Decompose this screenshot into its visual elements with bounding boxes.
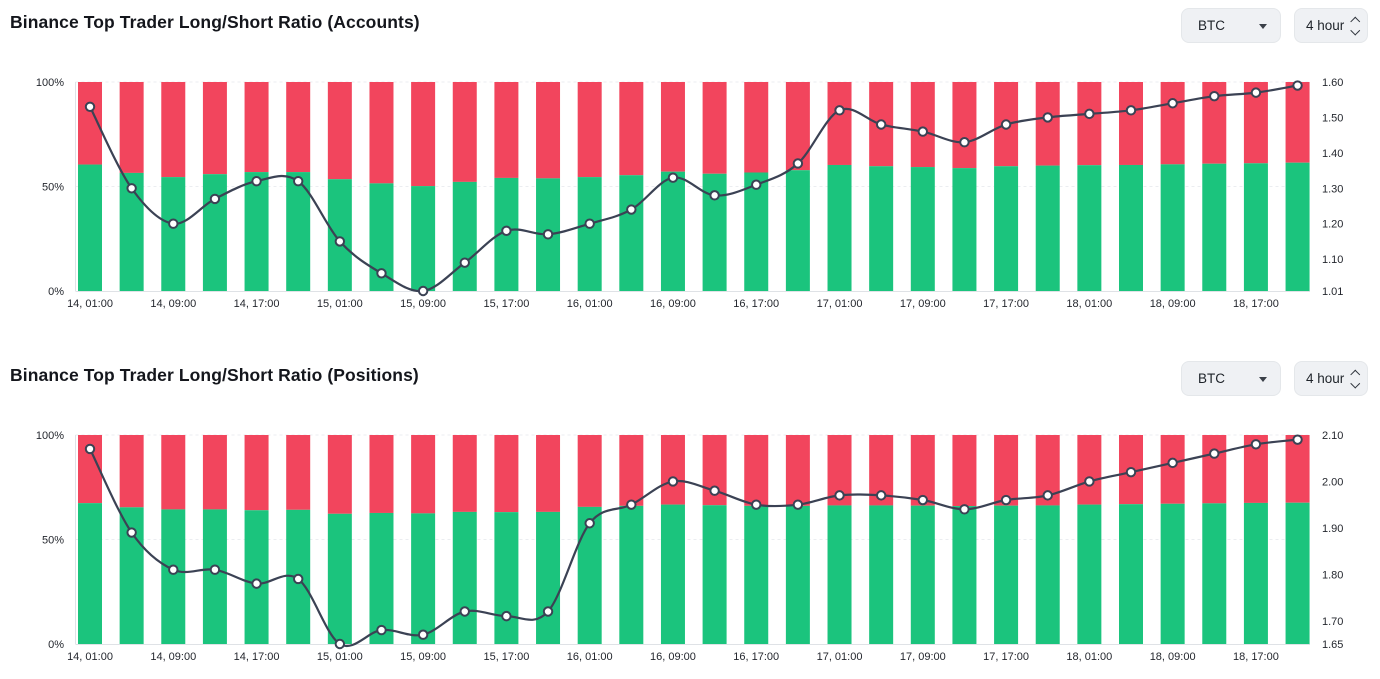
svg-text:17, 09:00: 17, 09:00 [900, 298, 946, 310]
svg-text:1.90: 1.90 [1322, 523, 1343, 535]
svg-text:1.65: 1.65 [1322, 639, 1343, 651]
svg-text:16, 09:00: 16, 09:00 [650, 651, 696, 663]
interval-dropdown-value: 4 hour [1306, 371, 1345, 386]
accounts-chart-title: Binance Top Trader Long/Short Ratio (Acc… [10, 12, 420, 32]
svg-text:18, 17:00: 18, 17:00 [1233, 651, 1279, 663]
svg-text:0%: 0% [48, 286, 64, 298]
svg-text:14, 01:00: 14, 01:00 [67, 651, 113, 663]
up-down-chevron-icon [1350, 369, 1360, 388]
svg-text:14, 09:00: 14, 09:00 [150, 298, 196, 310]
svg-text:1.40: 1.40 [1322, 148, 1343, 160]
svg-text:50%: 50% [42, 535, 64, 547]
svg-text:50%: 50% [42, 182, 64, 194]
svg-text:16, 01:00: 16, 01:00 [567, 651, 613, 663]
svg-text:15, 17:00: 15, 17:00 [483, 651, 529, 663]
svg-text:16, 17:00: 16, 17:00 [733, 651, 779, 663]
svg-text:1.50: 1.50 [1322, 112, 1343, 124]
svg-text:14, 09:00: 14, 09:00 [150, 651, 196, 663]
interval-dropdown-value: 4 hour [1306, 18, 1345, 33]
svg-text:1.01: 1.01 [1322, 286, 1343, 298]
svg-text:14, 17:00: 14, 17:00 [234, 651, 280, 663]
svg-text:2.10: 2.10 [1322, 430, 1343, 442]
chevron-down-icon [1350, 378, 1360, 388]
svg-text:1.30: 1.30 [1322, 183, 1343, 195]
chevron-up-icon [1350, 16, 1360, 26]
svg-text:17, 17:00: 17, 17:00 [983, 298, 1029, 310]
positions-section: Binance Top Trader Long/Short Ratio (Pos… [0, 353, 1380, 679]
svg-text:17, 17:00: 17, 17:00 [983, 651, 1029, 663]
accounts-chart-canvas[interactable]: 100% 50% 0% 1.60 1.50 1.40 1.30 1.20 1.10 1.01 14,… [0, 60, 1380, 318]
svg-text:1.60: 1.60 [1322, 77, 1343, 89]
svg-text:15, 01:00: 15, 01:00 [317, 651, 363, 663]
chevron-up-icon [1350, 369, 1360, 379]
accounts-header: Binance Top Trader Long/Short Ratio (Acc… [0, 8, 1380, 50]
svg-text:16, 17:00: 16, 17:00 [733, 298, 779, 310]
svg-text:18, 01:00: 18, 01:00 [1066, 298, 1112, 310]
chevron-down-icon [1350, 25, 1360, 35]
svg-text:1.70: 1.70 [1322, 616, 1343, 628]
symbol-dropdown[interactable]: BTC [1181, 361, 1281, 396]
svg-text:1.10: 1.10 [1322, 254, 1343, 266]
svg-text:1.20: 1.20 [1322, 219, 1343, 231]
svg-text:100%: 100% [36, 77, 64, 89]
svg-text:14, 01:00: 14, 01:00 [67, 298, 113, 310]
svg-text:16, 09:00: 16, 09:00 [650, 298, 696, 310]
svg-text:15, 09:00: 15, 09:00 [400, 651, 446, 663]
svg-text:16, 01:00: 16, 01:00 [567, 298, 613, 310]
positions-chart-canvas[interactable]: 100% 50% 0% 2.10 2.00 1.90 1.80 1.70 1.65 14, 01:… [0, 413, 1380, 671]
svg-text:17, 01:00: 17, 01:00 [817, 298, 863, 310]
svg-text:15, 09:00: 15, 09:00 [400, 298, 446, 310]
accounts-controls: BTC 4 hour [1181, 8, 1368, 43]
caret-down-icon [1259, 23, 1267, 29]
svg-text:18, 09:00: 18, 09:00 [1150, 651, 1196, 663]
accounts-section: Binance Top Trader Long/Short Ratio (Acc… [0, 8, 1380, 318]
svg-text:100%: 100% [36, 430, 64, 442]
svg-text:17, 09:00: 17, 09:00 [900, 651, 946, 663]
svg-text:0%: 0% [48, 639, 64, 651]
symbol-dropdown[interactable]: BTC [1181, 8, 1281, 43]
positions-controls: BTC 4 hour [1181, 361, 1368, 396]
symbol-dropdown-value: BTC [1198, 371, 1225, 386]
interval-dropdown[interactable]: 4 hour [1294, 8, 1368, 43]
svg-text:18, 01:00: 18, 01:00 [1066, 651, 1112, 663]
positions-chart-title: Binance Top Trader Long/Short Ratio (Pos… [10, 365, 419, 385]
svg-text:2.00: 2.00 [1322, 476, 1343, 488]
symbol-dropdown-value: BTC [1198, 18, 1225, 33]
positions-header: Binance Top Trader Long/Short Ratio (Pos… [0, 361, 1380, 403]
caret-down-icon [1259, 376, 1267, 382]
up-down-chevron-icon [1350, 16, 1360, 35]
svg-text:1.80: 1.80 [1322, 569, 1343, 581]
interval-dropdown[interactable]: 4 hour [1294, 361, 1368, 396]
svg-text:14, 17:00: 14, 17:00 [234, 298, 280, 310]
svg-text:18, 17:00: 18, 17:00 [1233, 298, 1279, 310]
svg-text:18, 09:00: 18, 09:00 [1150, 298, 1196, 310]
svg-text:15, 01:00: 15, 01:00 [317, 298, 363, 310]
svg-text:17, 01:00: 17, 01:00 [817, 651, 863, 663]
svg-text:15, 17:00: 15, 17:00 [483, 298, 529, 310]
